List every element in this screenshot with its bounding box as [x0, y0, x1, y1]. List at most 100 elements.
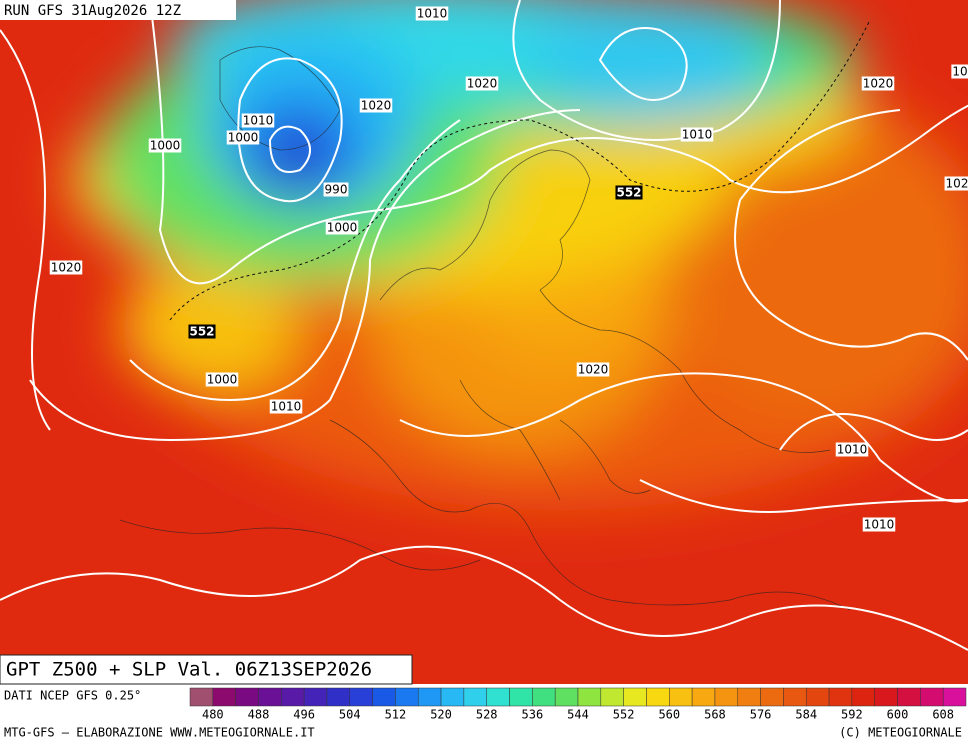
- isobar-label: 1000: [205, 372, 239, 387]
- color-swatch: [326, 687, 351, 707]
- map-title: GPT Z500 + SLP Val. 06Z13SEP2026: [6, 659, 372, 681]
- colorbar-tick-label: 536: [522, 708, 544, 722]
- color-swatch: [372, 687, 396, 707]
- isobar: [399, 372, 968, 503]
- isobar-label: 1020: [576, 362, 610, 377]
- label-text: 1010: [243, 114, 274, 128]
- colorbar-tick-label: 584: [795, 708, 817, 722]
- color-swatch: [281, 687, 305, 707]
- colorbar-tick-label: 544: [567, 708, 589, 722]
- label-text: 102: [946, 177, 968, 191]
- color-swatch: [851, 687, 875, 707]
- isobar-label: 1010: [835, 442, 869, 457]
- label-box: [49, 260, 83, 275]
- label-box: [944, 176, 968, 191]
- label-text: 1000: [327, 221, 358, 235]
- label-text: 1010: [864, 518, 895, 532]
- label-box: [951, 64, 968, 79]
- color-swatch: [783, 687, 807, 707]
- isobar-label: 1010: [415, 6, 449, 21]
- color-swatch: [577, 687, 602, 707]
- isobar: [0, 29, 51, 431]
- color-swatch: [554, 687, 579, 707]
- label-text: 1000: [207, 373, 238, 387]
- map-labels: 1010 1020 1020 1010 1000 1000 990 1000 1020 1000 1…: [49, 6, 968, 532]
- color-swatch: [669, 687, 693, 707]
- color-swatch: [212, 687, 236, 707]
- colorbar-tick-label: 496: [293, 708, 315, 722]
- isobar-label: 1020: [49, 260, 83, 275]
- copyright: (C) METEOGIORNALE: [839, 726, 962, 740]
- label-text: 1020: [578, 363, 609, 377]
- color-swatch: [349, 687, 373, 707]
- coastline: [329, 149, 851, 611]
- colorbar-tick-label: 608: [932, 708, 954, 722]
- label-text: 10: [952, 65, 967, 79]
- label-text: 1020: [467, 77, 498, 91]
- isobar: [149, 0, 968, 285]
- color-swatch: [760, 687, 784, 707]
- color-swatch: [532, 687, 556, 707]
- isobar-label: 1000: [148, 138, 182, 153]
- z500-label: 552: [615, 185, 643, 200]
- color-swatch: [258, 687, 282, 707]
- label-text: 1010: [837, 443, 868, 457]
- label-box: [576, 362, 610, 377]
- colorbar-tick-label: 560: [658, 708, 680, 722]
- data-source: DATI NCEP GFS 0.25°: [4, 689, 141, 703]
- color-swatch: [189, 687, 214, 707]
- isobar-label: 1010: [862, 517, 896, 532]
- label-box: [148, 138, 182, 153]
- isobar: [512, 0, 781, 141]
- label-text: 1010: [417, 7, 448, 21]
- color-swatch: [737, 687, 761, 707]
- isobar-label: 1010: [269, 399, 303, 414]
- color-swatch: [920, 687, 944, 707]
- colorbar-tick-label: 528: [476, 708, 498, 722]
- isobar-label: 1010: [241, 113, 275, 128]
- isobar-label: 990: [323, 182, 349, 197]
- color-swatch: [646, 687, 670, 707]
- z500-label: 552: [188, 324, 216, 339]
- label-text: 1020: [863, 77, 894, 91]
- colorbar-tick-label: 592: [841, 708, 863, 722]
- isobar: [0, 545, 968, 651]
- isobar-label: 1020: [359, 98, 393, 113]
- colorbar-tick-label: 568: [704, 708, 726, 722]
- label-box: [226, 130, 260, 145]
- color-swatch: [805, 687, 830, 707]
- label-text: 990: [325, 183, 348, 197]
- label-text: 552: [616, 186, 641, 200]
- color-swatch: [417, 687, 442, 707]
- color-swatch: [942, 687, 967, 707]
- isobar: [268, 125, 311, 173]
- isobar-label: 102: [944, 176, 968, 191]
- colorbar-tick-label: 488: [248, 708, 270, 722]
- isobar-label: 1000: [325, 220, 359, 235]
- label-text: 1000: [228, 131, 259, 145]
- label-text: 1010: [271, 400, 302, 414]
- isobar-label: 1020: [861, 76, 895, 91]
- title-box: [0, 654, 413, 685]
- credit: MTG-GFS — ELABORAZIONE WWW.METEOGIORNALE…: [4, 726, 315, 740]
- label-box: [188, 324, 216, 339]
- label-box: [862, 517, 896, 532]
- color-swatch: [623, 687, 647, 707]
- color-swatch: [714, 687, 739, 707]
- colorbar-tick-label: 520: [430, 708, 452, 722]
- label-box: [269, 399, 303, 414]
- color-swatch: [897, 687, 921, 707]
- label-box: [323, 182, 349, 197]
- label-text: 1010: [682, 128, 713, 142]
- isobar-label: 10: [951, 64, 968, 79]
- color-swatch: [303, 687, 328, 707]
- colorbar-tick-label: 512: [385, 708, 407, 722]
- label-box: [205, 372, 239, 387]
- map-field: [0, 0, 968, 684]
- isobar: [639, 413, 968, 513]
- color-swatch: [395, 687, 419, 707]
- color-swatch: [828, 687, 853, 707]
- color-swatch: [874, 687, 898, 707]
